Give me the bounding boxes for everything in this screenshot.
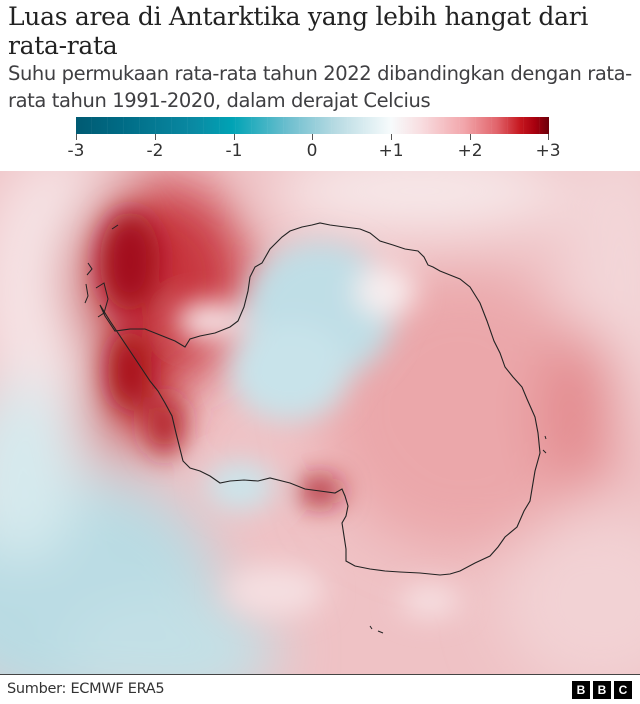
tick-mark [155,134,156,140]
bbc-logo-letter: B [593,681,611,699]
tick-label: -3 [67,141,85,161]
tick-mark [391,134,392,140]
bbc-logo-letter: B [572,681,590,699]
bbc-logo: B B C [572,681,632,699]
chart-title: Luas area di Antarktika yang lebih hanga… [8,2,589,60]
tick-mark [234,134,235,140]
tick-mark [76,134,77,140]
tick-label: +1 [378,141,404,161]
tick-label: -2 [146,141,164,161]
source-credit: Sumber: ECMWF ERA5 [7,681,165,697]
tick-label: 0 [306,141,318,161]
tick-label: +3 [535,141,561,161]
tick-mark [548,134,549,140]
tick-label: -1 [225,141,243,161]
chart-subtitle: Suhu permukaan rata-rata tahun 2022 diba… [8,62,632,112]
bbc-logo-letter: C [614,681,632,699]
tick-mark [312,134,313,140]
colorbar-legend [76,117,549,134]
islands [84,224,547,634]
map-bottom-border [0,674,640,675]
map-svg [0,171,640,674]
tick-label: +2 [457,141,483,161]
antarctica-coastline [99,222,541,576]
tick-mark [470,134,471,140]
temperature-anomaly-map [0,171,640,674]
